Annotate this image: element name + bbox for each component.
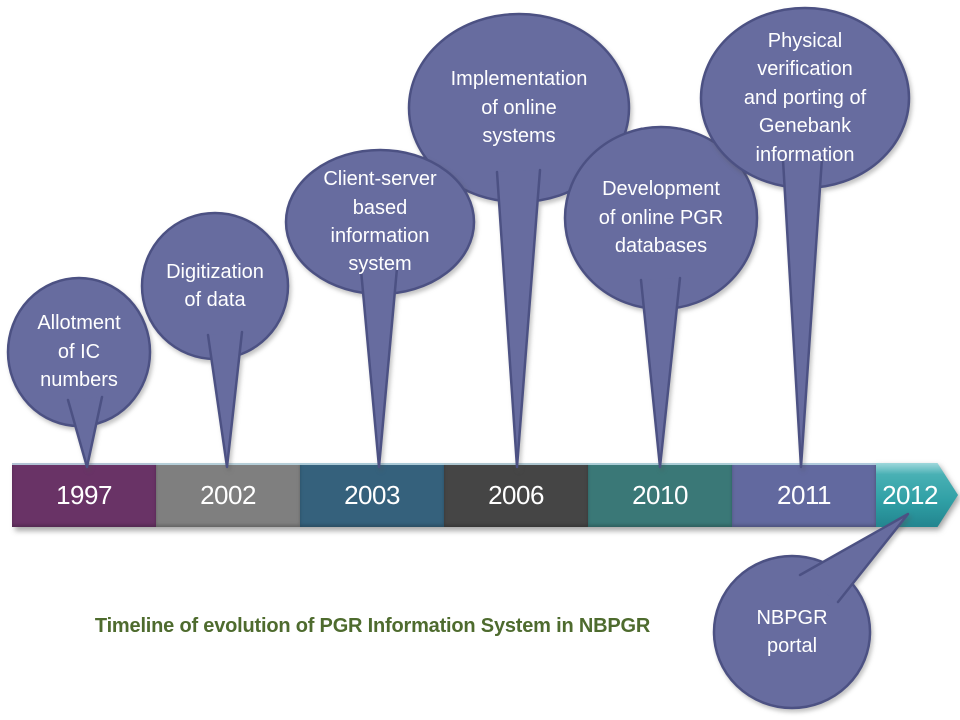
balloon-implementation-online-systems (407, 12, 631, 469)
timeline-segment-2012-arrow: 2012 (876, 463, 958, 527)
balloon-client-server-system (284, 148, 476, 469)
balloon-label-digitization: Digitization of data (166, 260, 264, 311)
timeline-segment-2010: 2010 (588, 463, 732, 527)
timeline-segment-2006: 2006 (444, 463, 588, 527)
balloon-label-implementation: Implementation of online systems (450, 68, 588, 148)
year-label: 2003 (344, 479, 400, 510)
balloon-label-physical-verification: Physical verification and porting of Gen… (743, 30, 867, 166)
balloon-development-pgr-databases (563, 125, 759, 469)
year-label: 2011 (777, 479, 831, 510)
balloon-label-allotment: Allotment of IC numbers (37, 312, 121, 392)
balloon-label-nbpgr-portal: NBPGR portal (756, 606, 828, 657)
year-label: 2002 (200, 479, 256, 510)
balloon-label-client-server: Client-server based information system (323, 168, 437, 276)
year-label: 2012 (882, 479, 938, 510)
balloon-nbpgr-portal (712, 512, 910, 710)
balloon-physical-verification (699, 6, 911, 469)
arrow-right-icon: 2012 (876, 463, 958, 527)
timeline-bar: 1997 2002 2003 2006 2010 2011 (12, 463, 876, 527)
year-label: 1997 (56, 479, 112, 510)
timeline-segment-2002: 2002 (156, 463, 300, 527)
year-label: 2006 (488, 479, 544, 510)
slide-caption: Timeline of evolution of PGR Information… (94, 615, 651, 637)
timeline-segment-1997: 1997 (12, 463, 156, 527)
year-label: 2010 (632, 479, 688, 510)
balloon-digitization-of-data (140, 211, 290, 469)
timeline-segment-2003: 2003 (300, 463, 444, 527)
balloon-label-development: Development of online PGR databases (598, 178, 724, 258)
balloon-allotment-ic-numbers (6, 276, 152, 469)
timeline-segment-2011: 2011 (732, 463, 876, 527)
